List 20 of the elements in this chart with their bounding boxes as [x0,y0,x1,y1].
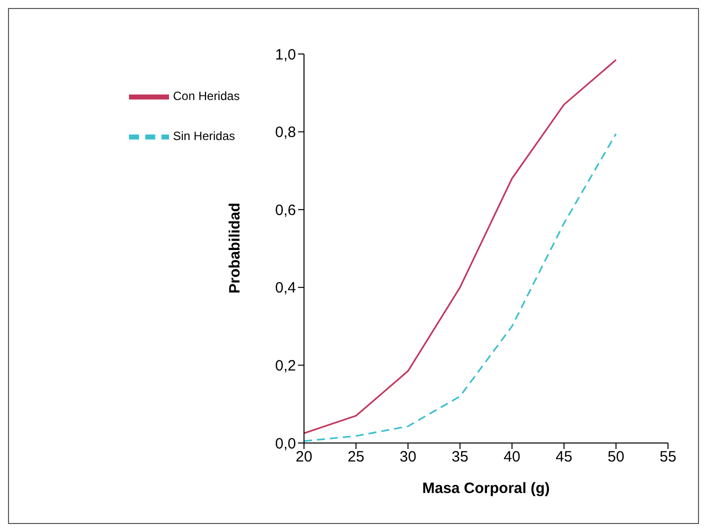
y-tick-label: 0,2 [275,358,296,375]
x-tick-label: 45 [556,448,572,466]
y-tick-label: 0,8 [275,124,296,142]
line-series [304,59,617,434]
x-tick-label: 25 [348,448,364,466]
x-tick-label: 50 [608,448,624,466]
y-axis-title: Probabilidad [226,202,244,294]
y-tick-label: 1,0 [275,46,296,64]
legend-label: Sin Heridas [173,129,236,144]
x-tick-label: 55 [660,448,676,466]
x-tick-label: 35 [452,448,468,466]
y-tick-label: 0,6 [275,202,296,219]
y-tick-label: 0,0 [275,435,296,452]
legend-label: Con Heridas [173,89,240,104]
x-tick-label: 30 [400,448,416,466]
x-axis-title: Masa Corporal (g) [422,480,550,497]
x-tick-label: 40 [504,448,520,466]
line-series [304,132,617,442]
x-tick-label: 20 [296,448,312,466]
y-tick-label: 0,4 [275,280,296,297]
